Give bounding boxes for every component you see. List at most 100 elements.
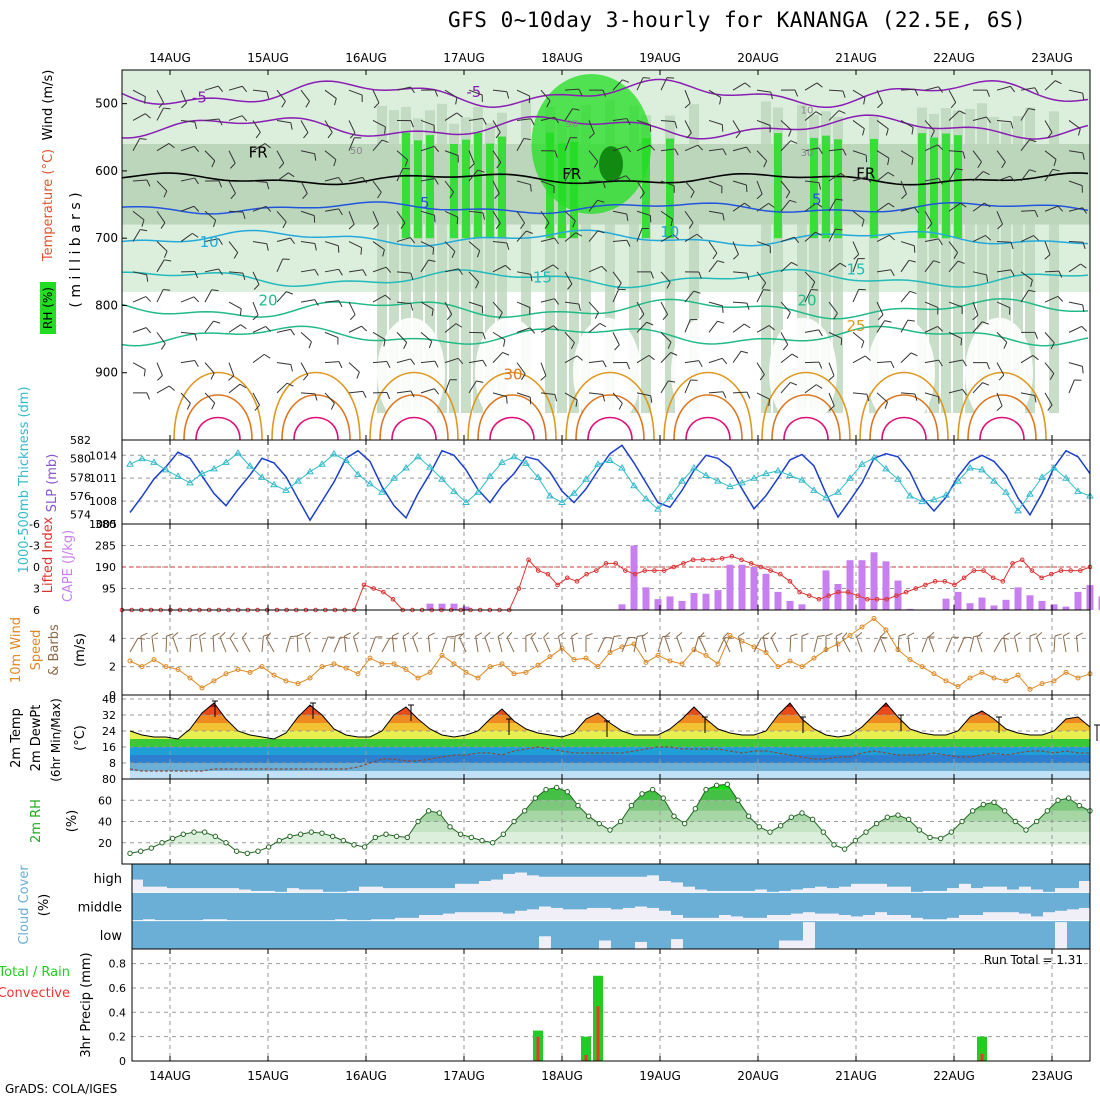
surface-wind-barb: [531, 638, 538, 652]
surface-wind-barb: [392, 633, 398, 636]
cloud-bar-high: [443, 888, 455, 892]
rh2m-point: [906, 817, 910, 821]
wind-barb: [361, 248, 362, 255]
wind-barb: [769, 399, 770, 406]
rh2m-point: [213, 834, 217, 838]
rh2m-point: [266, 845, 270, 849]
rh2m-point: [554, 785, 558, 789]
surface-wind-barb: [725, 638, 732, 639]
rh-column: [1049, 111, 1059, 413]
wind-barb: [163, 290, 170, 291]
cloud-bar-middle: [503, 914, 515, 921]
rh2m-point: [992, 800, 996, 804]
surface-wind-barb: [677, 632, 682, 637]
cloud-axis-label: Cloud Cover: [17, 865, 32, 945]
cape-bar: [835, 584, 842, 610]
cloud-bar-high: [191, 888, 203, 892]
cloud-bar-high: [563, 877, 575, 893]
rh2m-point: [245, 851, 249, 855]
precip-conv-label: Convective: [0, 986, 70, 1001]
rh2m-point: [757, 825, 761, 829]
cloud-bar-middle: [551, 908, 563, 921]
wind-barb: [1045, 271, 1059, 272]
cloud-level-label: middle: [78, 901, 122, 916]
cloud-bar-high: [983, 887, 995, 893]
cape-bar: [739, 565, 746, 610]
surface-wind-barb: [213, 633, 219, 636]
surface-wind-barb: [572, 633, 578, 636]
rh-moist: [402, 133, 410, 238]
cloud-bar-high: [899, 887, 911, 893]
surface-wind-barb: [370, 637, 375, 652]
surface-wind-barb: [558, 633, 564, 637]
cape-tick-label: 285: [95, 540, 116, 553]
wind-axis-label: Speed: [29, 630, 44, 671]
rh2m-point: [1034, 819, 1038, 823]
rh2m-point: [800, 811, 804, 815]
surface-wind-barb: [173, 637, 178, 652]
cape-bar: [1063, 607, 1070, 610]
rh-core: [599, 146, 623, 182]
slp-frame: [122, 440, 1090, 524]
wind-barb: [1082, 366, 1083, 373]
lifted-tick-label: 0: [33, 561, 40, 574]
rh2m-point: [672, 814, 676, 818]
rh2m-point: [234, 849, 238, 853]
surface-wind-barb: [665, 637, 670, 652]
cloud-bar-high: [467, 884, 479, 893]
rh2m-point: [661, 796, 665, 800]
y-tick-label: 600: [95, 164, 118, 178]
cloud-bar-high: [491, 880, 503, 893]
precip-tick-label: 0.8: [109, 958, 127, 971]
rh-moist: [462, 140, 470, 239]
rh2m-point: [650, 787, 654, 791]
rh2m-point: [1056, 798, 1060, 802]
cloud-bar-high: [155, 887, 167, 893]
surface-wind-barb: [842, 633, 847, 638]
cloud-bar-middle: [491, 912, 503, 921]
surface-wind-barb: [413, 637, 418, 652]
surface-wind-barb: [344, 633, 350, 636]
cape-bar: [679, 601, 686, 610]
cape-tick-label: 190: [95, 561, 116, 574]
cloud-bar-middle: [863, 915, 875, 921]
cloud-bar-high: [803, 888, 815, 892]
cloud-bar-middle: [563, 909, 575, 920]
date-label-top: 14AUG: [149, 51, 191, 65]
contour-label: 25: [846, 317, 865, 335]
cloud-bar-middle: [443, 914, 455, 921]
surface-wind-barb: [459, 637, 466, 652]
cloud-bar-high: [587, 877, 599, 893]
temp-axis-label: 2m Temp: [9, 708, 24, 768]
cape-bar: [775, 592, 782, 610]
cloud-axis-label: (%): [37, 894, 52, 917]
wind-barb: [1069, 242, 1083, 243]
rh-moist: [498, 137, 506, 239]
cape-bar: [883, 561, 890, 610]
cloud-bar-middle: [767, 915, 779, 921]
rh-moist: [954, 135, 962, 238]
rh2m-point: [640, 792, 644, 796]
cloud-bar-high: [863, 884, 875, 893]
surface-wind-barb: [818, 636, 825, 637]
rh2m-point: [981, 802, 985, 806]
wind-barb: [722, 306, 723, 313]
cloud-bar-high: [1055, 888, 1067, 892]
thickness-tick-label: 578: [70, 471, 91, 484]
contour-label: 30: [503, 365, 522, 383]
surface-wind-barb: [507, 638, 514, 652]
surface-wind-barb: [286, 637, 290, 652]
surface-wind-barb: [771, 632, 776, 637]
contour-label: -5: [192, 88, 207, 106]
upper-ylabel-wind: Wind (m/s): [41, 70, 56, 141]
date-label-top: 15AUG: [247, 51, 289, 65]
slp-tick-label: 1008: [89, 495, 117, 508]
precip-axis-label: 3hr Precip (mm): [79, 952, 94, 1057]
surface-wind-barb: [771, 638, 778, 652]
rh-moist: [426, 135, 434, 238]
cloud-bar-middle: [647, 908, 659, 921]
contour-label: 20: [797, 291, 816, 309]
cloud-bar-middle: [1031, 916, 1043, 920]
rh2m-point: [597, 821, 601, 825]
precip-tick-label: 0.4: [109, 1006, 127, 1019]
